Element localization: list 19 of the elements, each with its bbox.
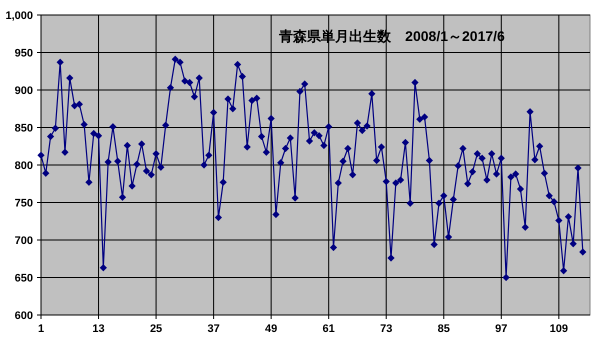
x-tick-label: 85 (438, 323, 450, 335)
x-tick-label: 73 (380, 323, 392, 335)
x-tick-label: 61 (322, 323, 335, 335)
y-tick-label: 650 (14, 272, 33, 284)
y-tick-label: 600 (14, 310, 33, 322)
y-tick-label: 800 (14, 160, 33, 172)
y-tick-label: 850 (14, 122, 33, 134)
x-tick-label: 37 (207, 323, 220, 335)
x-tick-label: 49 (265, 323, 278, 335)
y-tick-label: 900 (14, 85, 33, 97)
x-tick-label: 25 (150, 323, 162, 335)
y-tick-label: 700 (14, 235, 33, 247)
x-tick-label: 97 (495, 323, 508, 335)
x-tick-label: 13 (92, 323, 105, 335)
x-tick-label: 1 (38, 323, 44, 335)
y-tick-label: 1,000 (5, 10, 33, 22)
y-tick-label: 950 (14, 48, 33, 60)
x-tick-label: 109 (550, 323, 568, 335)
y-tick-label: 750 (14, 198, 33, 210)
